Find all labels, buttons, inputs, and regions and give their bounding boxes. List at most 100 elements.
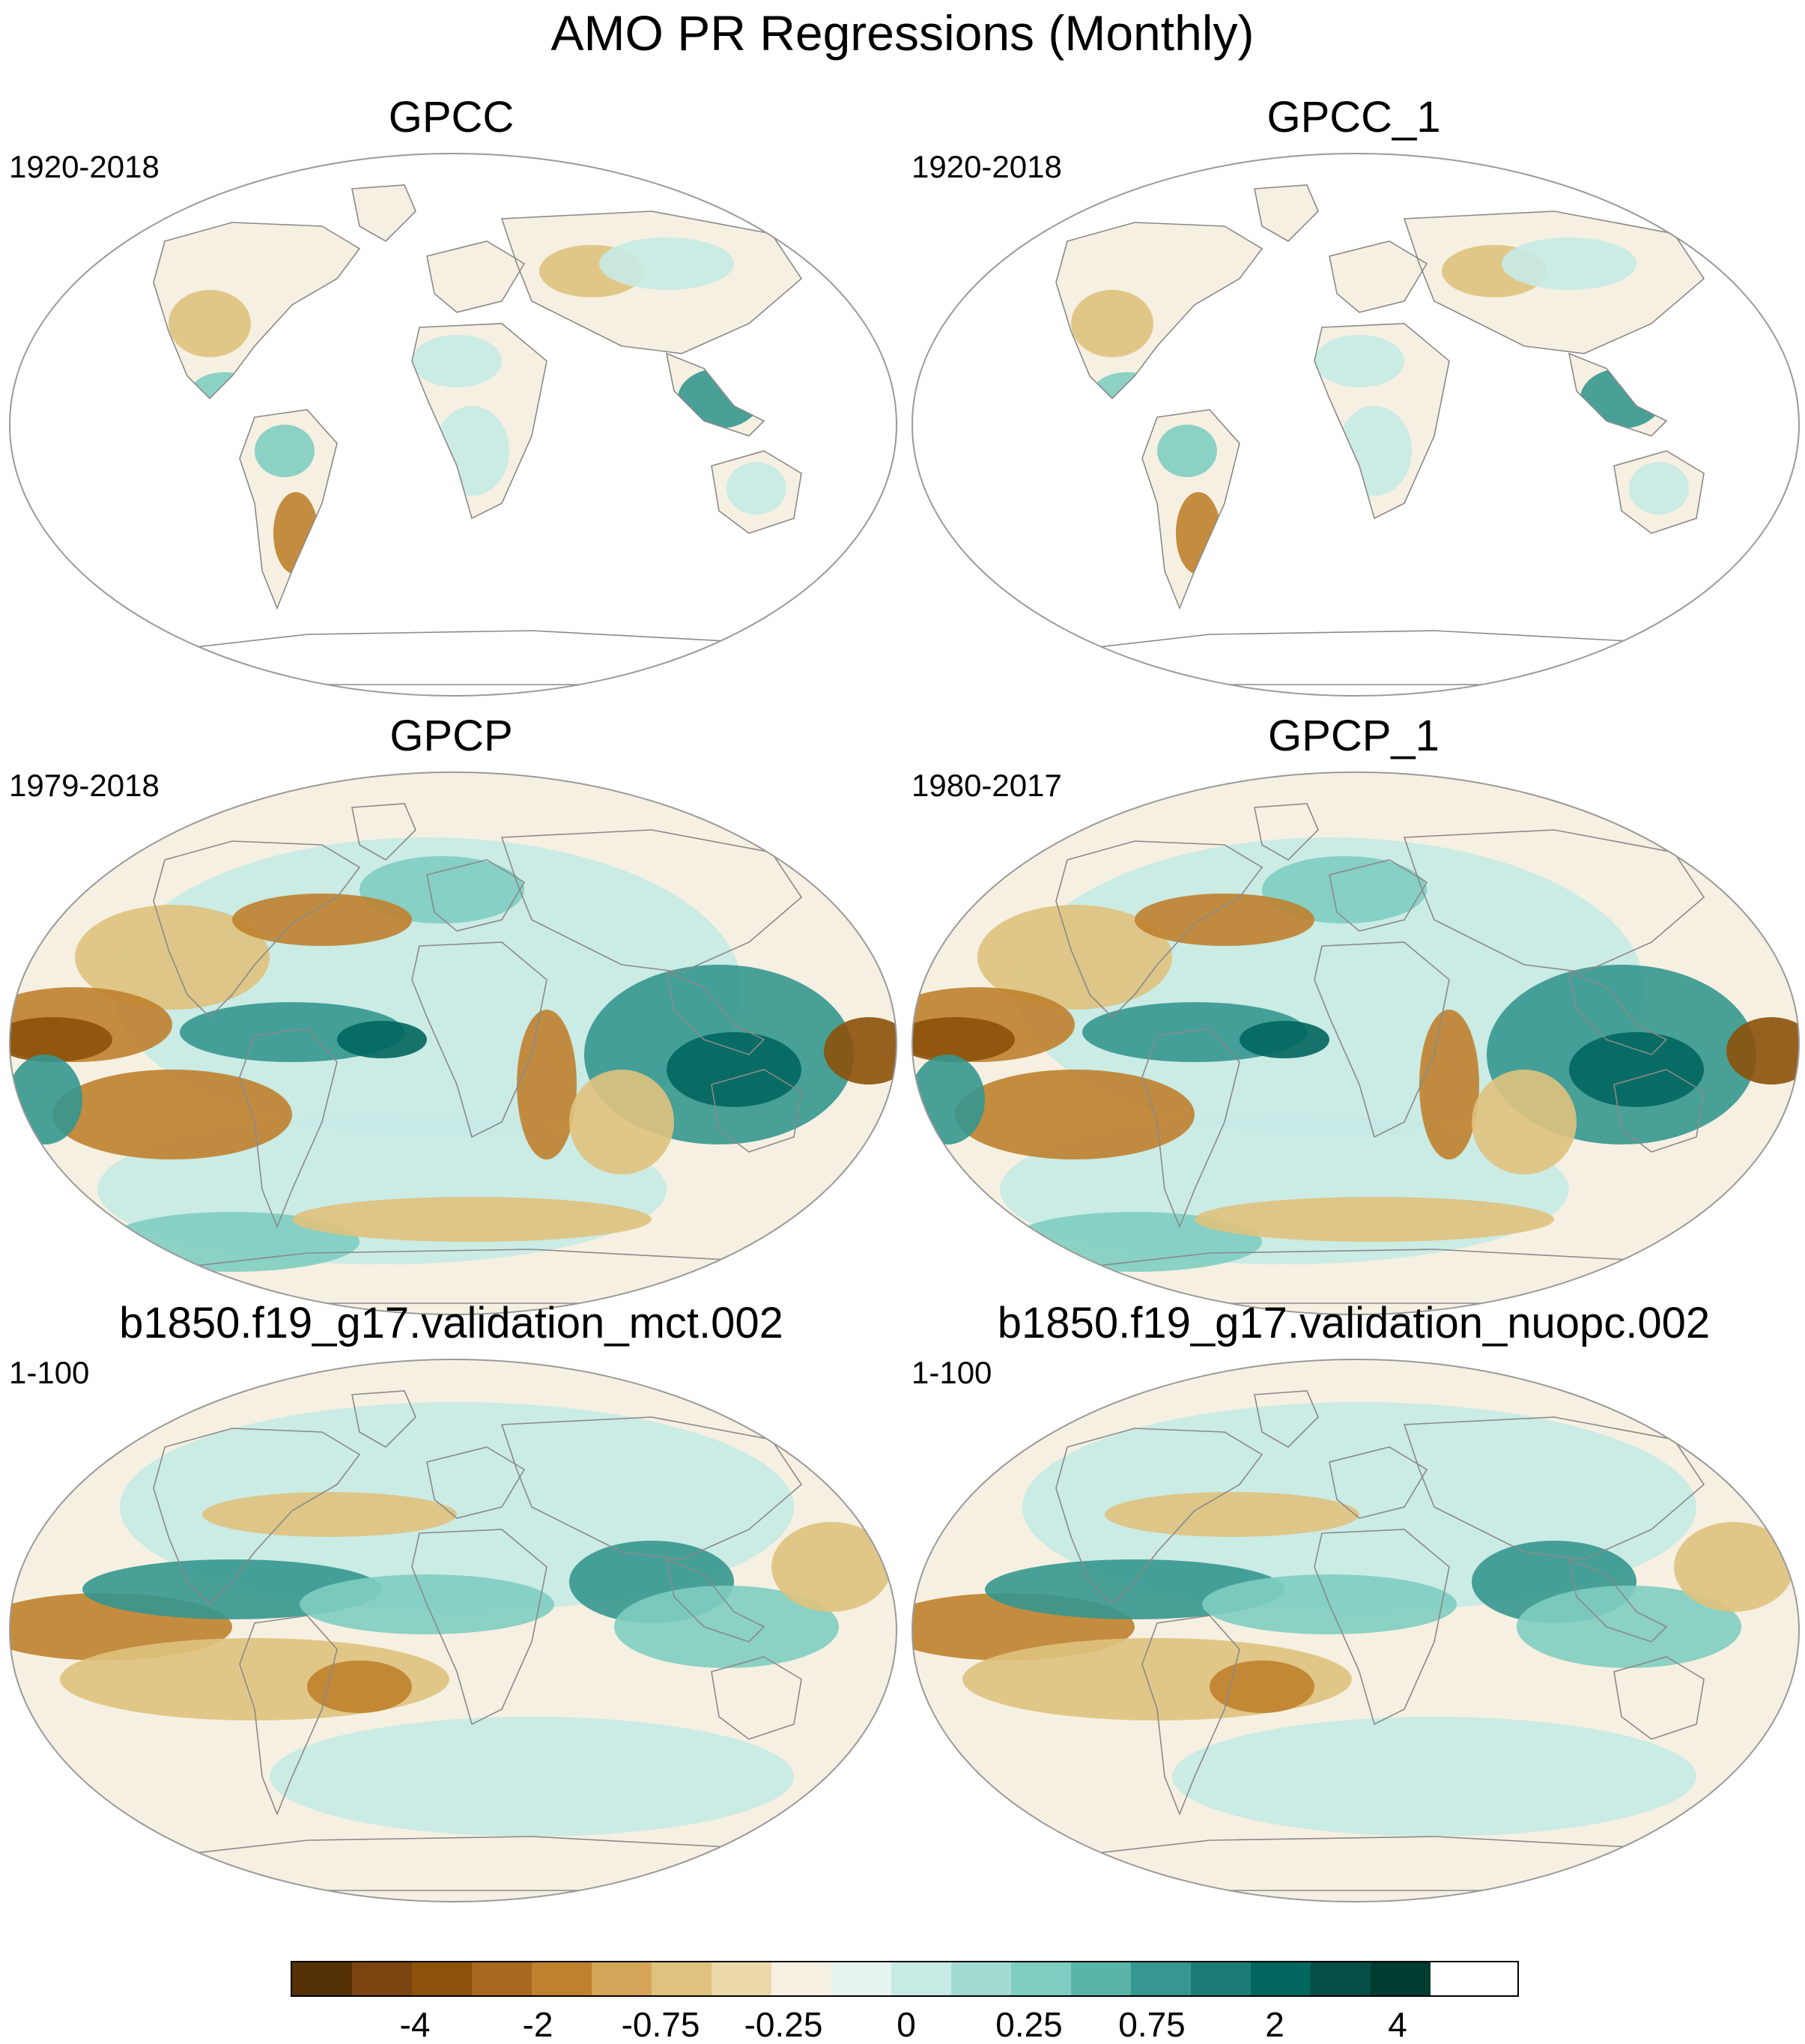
field-anomaly bbox=[1569, 1032, 1704, 1107]
map-border bbox=[911, 1359, 1800, 1902]
coastline-north-america bbox=[1055, 222, 1264, 400]
map-border bbox=[911, 771, 1800, 1315]
colorbar-swatch bbox=[891, 1962, 951, 1995]
world-map bbox=[9, 771, 897, 1315]
colorbar-swatch bbox=[1011, 1962, 1071, 1995]
colorbar-swatch bbox=[352, 1962, 412, 1995]
coastline-indochina bbox=[665, 352, 765, 437]
coastline-indochina bbox=[665, 971, 765, 1055]
panel-period: 1920-2018 bbox=[911, 149, 1062, 184]
coastline-south-america bbox=[1141, 1615, 1240, 1816]
coastline-greenland bbox=[1254, 1390, 1319, 1448]
coastline-greenland bbox=[1254, 803, 1319, 861]
field-anomaly bbox=[1517, 1586, 1741, 1668]
land-anomaly bbox=[1314, 335, 1404, 387]
land-anomaly bbox=[726, 462, 786, 515]
colorbar-tick-label: 4 bbox=[1388, 2005, 1407, 2044]
coastline-europe bbox=[1329, 859, 1428, 932]
panel-period: 1979-2018 bbox=[9, 768, 160, 803]
field-anomaly bbox=[824, 1017, 897, 1085]
coastline-greenland bbox=[351, 803, 416, 861]
colorbar-swatch bbox=[1131, 1962, 1191, 1995]
colorbar-swatch bbox=[951, 1962, 1011, 1995]
field-anomaly bbox=[337, 1021, 427, 1058]
map-panel: GPCC_1 1920-2018 bbox=[902, 84, 1805, 702]
colorbar-tick-label: -4 bbox=[399, 2005, 431, 2044]
coastline-africa bbox=[411, 941, 547, 1138]
coastline-greenland bbox=[351, 184, 416, 242]
colorbar-tick-label: -2 bbox=[522, 2005, 553, 2044]
colorbar-swatch bbox=[1251, 1962, 1311, 1995]
coastline-africa bbox=[1314, 941, 1450, 1138]
colorbar-swatch bbox=[712, 1962, 771, 1995]
land-anomaly bbox=[169, 290, 251, 357]
coastline-south-america bbox=[239, 409, 338, 610]
map-panel: GPCC 1920-2018 bbox=[0, 84, 902, 702]
coastline-north-america bbox=[1055, 840, 1264, 1019]
field-anomaly bbox=[1172, 1717, 1696, 1837]
coastline-indochina bbox=[1568, 971, 1668, 1055]
colorbar-swatch bbox=[532, 1962, 592, 1995]
panel-period: 1980-2017 bbox=[911, 768, 1062, 803]
field-anomaly bbox=[569, 1070, 674, 1174]
field-anomaly bbox=[1726, 1017, 1799, 1085]
coastline-australia bbox=[1613, 1656, 1705, 1740]
coastline-africa bbox=[411, 323, 547, 520]
land-anomaly bbox=[412, 335, 502, 387]
field-anomaly bbox=[1472, 1070, 1577, 1174]
map-panel: GPCP 1979-2018 bbox=[0, 703, 902, 1320]
field-anomaly bbox=[270, 1717, 794, 1837]
coastline-australia bbox=[1613, 1069, 1705, 1153]
field-anomaly bbox=[202, 1492, 457, 1537]
coastline-north-america bbox=[153, 222, 361, 400]
panel-title: GPCP_1 bbox=[1268, 712, 1440, 760]
map-border bbox=[9, 153, 897, 697]
land-anomaly bbox=[1629, 462, 1689, 515]
map-border bbox=[9, 771, 897, 1315]
world-map bbox=[9, 1359, 897, 1902]
field-anomaly bbox=[1210, 1661, 1314, 1713]
coastline-greenland bbox=[1254, 184, 1319, 242]
field-anomaly bbox=[1240, 1021, 1329, 1058]
colorbar-swatch bbox=[592, 1962, 652, 1995]
coastline-asia bbox=[500, 1416, 803, 1560]
land-anomaly bbox=[1502, 237, 1636, 290]
colorbar-swatch bbox=[412, 1962, 472, 1995]
coastline-europe bbox=[1329, 240, 1428, 313]
world-map bbox=[911, 1359, 1800, 1902]
field-anomaly bbox=[667, 1032, 801, 1107]
field-anomaly bbox=[955, 1070, 1195, 1159]
coastline-asia bbox=[500, 829, 803, 973]
colorbar-swatch bbox=[652, 1962, 712, 1995]
panel-title: GPCC_1 bbox=[1266, 93, 1441, 142]
colorbar-tick-label: 2 bbox=[1265, 2005, 1284, 2044]
colorbar-swatch bbox=[1371, 1962, 1431, 1995]
world-map bbox=[9, 153, 897, 697]
field-anomaly bbox=[1262, 856, 1427, 924]
panel-period: 1920-2018 bbox=[9, 149, 160, 184]
coastline-australia bbox=[711, 450, 802, 534]
colorbar-swatch bbox=[771, 1962, 831, 1995]
coastline-europe bbox=[426, 240, 526, 313]
colorbar-swatch bbox=[831, 1962, 891, 1995]
coastline-australia bbox=[711, 1069, 802, 1153]
field-anomaly bbox=[1195, 1197, 1554, 1242]
field-anomaly bbox=[517, 1010, 577, 1159]
figure-title: AMO PR Regressions (Monthly) bbox=[550, 5, 1255, 61]
panel-period: 1-100 bbox=[911, 1355, 992, 1390]
land-anomaly bbox=[1157, 425, 1217, 477]
colorbar-ticks: -4 -2 -0.75 -0.25 0 0.25 0.75 2 4 bbox=[291, 1997, 1519, 2044]
field-anomaly bbox=[1674, 1522, 1794, 1612]
map-panel: b1850.f19_g17.validation_nuopc.002 1-100 bbox=[902, 1290, 1805, 1908]
coastline-south-america bbox=[239, 1028, 338, 1229]
field-anomaly bbox=[912, 1017, 1015, 1062]
map-border bbox=[9, 1359, 897, 1902]
coastline-africa bbox=[1314, 1529, 1450, 1726]
field-anomaly bbox=[614, 1586, 839, 1668]
colorbar-tick-label: 0 bbox=[897, 2005, 916, 2044]
panel-title: b1850.f19_g17.validation_nuopc.002 bbox=[997, 1299, 1711, 1347]
coastline-asia bbox=[1403, 210, 1705, 354]
panel-title: GPCP bbox=[389, 712, 513, 760]
colorbar-swatch bbox=[472, 1962, 532, 1995]
coastline-asia bbox=[1403, 1416, 1705, 1560]
